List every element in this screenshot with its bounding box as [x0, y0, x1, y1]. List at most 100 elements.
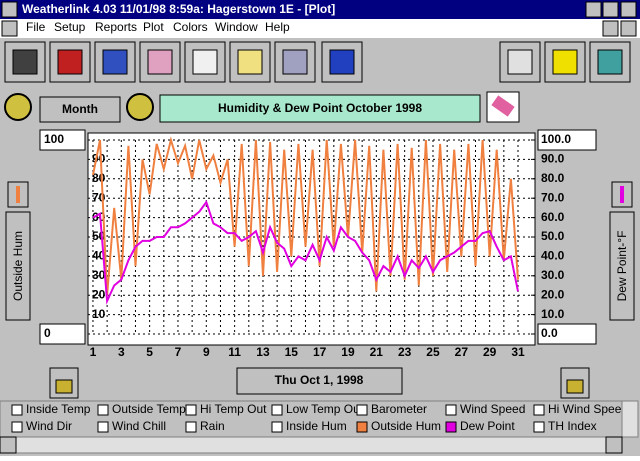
- x-tick-label: 15: [285, 345, 299, 359]
- tool-icon: [57, 49, 83, 75]
- y-tick-label: 60: [92, 210, 106, 224]
- y2-tick-label: 40.0: [541, 249, 565, 263]
- toggle-label: Hi Temp Out: [200, 402, 267, 416]
- y-label-button[interactable]: [5, 211, 31, 321]
- app-icon[interactable]: [1, 1, 18, 18]
- y2-tick-label: 30.0: [541, 268, 565, 282]
- y2-tick-label: 70.0: [541, 190, 565, 204]
- toggle-label: Outside Temp: [112, 402, 186, 416]
- x-tick-label: 31: [511, 345, 525, 359]
- y-tick-label: 30: [92, 268, 106, 282]
- restore[interactable]: [602, 1, 619, 18]
- checkbox[interactable]: [11, 404, 23, 416]
- menu-item[interactable]: Window: [215, 20, 258, 34]
- menu-item[interactable]: Reports: [95, 20, 137, 34]
- zoom-out[interactable]: [126, 93, 154, 121]
- period-button[interactable]: [39, 96, 121, 123]
- toggle-label: Hi Wind Speed: [548, 402, 628, 416]
- x-tick-label: 21: [370, 345, 384, 359]
- checkbox[interactable]: [97, 404, 109, 416]
- tool-icon: [282, 49, 308, 75]
- checkbox[interactable]: [533, 404, 545, 416]
- checkbox[interactable]: [445, 404, 457, 416]
- y2-end-box: [537, 323, 597, 345]
- y2-end-box: [537, 129, 597, 151]
- menu-item[interactable]: Setup: [54, 20, 86, 34]
- y2-tick-label: 100.0: [541, 132, 571, 146]
- v-scrollbar[interactable]: [621, 400, 639, 438]
- zoom-in[interactable]: [4, 93, 32, 121]
- menu-item[interactable]: Colors: [173, 20, 208, 34]
- y-tick-label: 10: [92, 307, 106, 321]
- checkbox[interactable]: [271, 421, 283, 433]
- locks: [49, 367, 590, 399]
- tool-icon: [237, 49, 263, 75]
- h-scrollbar[interactable]: [0, 436, 623, 454]
- y2-color-swatch: [620, 186, 624, 203]
- toolbar: [4, 41, 631, 83]
- axis-buttons: Outside Hum Dew Point-°F: [5, 181, 635, 321]
- tool-icon: [552, 49, 578, 75]
- x-tick-label: 13: [256, 345, 270, 359]
- doc-restore[interactable]: [602, 20, 619, 37]
- y2-tick-label: 80.0: [541, 171, 565, 185]
- period-label: Month: [62, 102, 98, 116]
- toggle-label: Wind Dir: [26, 419, 72, 433]
- toggle-label: Wind Speed: [460, 402, 525, 416]
- scroll-left[interactable]: [0, 436, 17, 454]
- checkbox[interactable]: [185, 421, 197, 433]
- series-line: [92, 136, 519, 296]
- y-axis-label: Outside Hum: [11, 231, 25, 301]
- close[interactable]: [620, 1, 637, 18]
- y-tick-label: 100: [44, 132, 64, 146]
- tool-button[interactable]: [184, 41, 226, 83]
- checkbox[interactable]: [445, 421, 457, 433]
- checkbox[interactable]: [185, 404, 197, 416]
- tool-icon: [329, 49, 355, 75]
- menu-bar: [0, 19, 640, 38]
- y2-tick-label: 60.0: [541, 210, 565, 224]
- menu-item[interactable]: Plot: [143, 20, 164, 34]
- checkbox[interactable]: [271, 404, 283, 416]
- tool-icon: [507, 49, 533, 75]
- menu-item[interactable]: File: [26, 20, 46, 34]
- title-bar: [0, 0, 640, 19]
- eraser-icon: [491, 95, 515, 117]
- menu-item[interactable]: Help: [265, 20, 290, 34]
- y-tick-label: 0: [44, 326, 51, 340]
- minimize[interactable]: [585, 1, 602, 18]
- series-line: [92, 199, 519, 305]
- toggle-label: Outside Hum: [371, 419, 441, 433]
- checkbox[interactable]: [356, 421, 368, 433]
- toggle-label: Low Temp Out: [286, 402, 364, 416]
- y-tick-label: 20: [92, 287, 106, 301]
- checkbox[interactable]: [533, 421, 545, 433]
- date-button[interactable]: [236, 367, 403, 395]
- y2-tick-label: 50.0: [541, 229, 565, 243]
- y-end-box: [39, 129, 86, 151]
- lock-icon: [566, 379, 584, 394]
- x-tick-label: 5: [146, 345, 153, 359]
- checkbox[interactable]: [97, 421, 109, 433]
- lock-icon: [55, 379, 73, 394]
- toggle-label: TH Index: [548, 419, 597, 433]
- checkbox[interactable]: [11, 421, 23, 433]
- tool-icon: [147, 49, 173, 75]
- scroll-right[interactable]: [605, 436, 623, 454]
- doc-close[interactable]: [620, 20, 637, 37]
- toggle-label: Barometer: [371, 402, 427, 416]
- toggle-label: Inside Hum: [286, 419, 347, 433]
- tool-icon: [12, 49, 38, 75]
- x-tick-label: 23: [398, 345, 412, 359]
- x-tick-label: 19: [341, 345, 355, 359]
- y2-tick-label: 0.0: [541, 326, 558, 340]
- checkbox[interactable]: [356, 404, 368, 416]
- toggle-label: Dew Point: [460, 419, 515, 433]
- x-tick-label: 9: [203, 345, 210, 359]
- chart: 01020304050607080901000.010.020.030.040.…: [39, 129, 597, 359]
- y2-label-button[interactable]: [609, 211, 635, 321]
- doc-icon[interactable]: [1, 20, 18, 37]
- toggle-label: Inside Temp: [26, 402, 91, 416]
